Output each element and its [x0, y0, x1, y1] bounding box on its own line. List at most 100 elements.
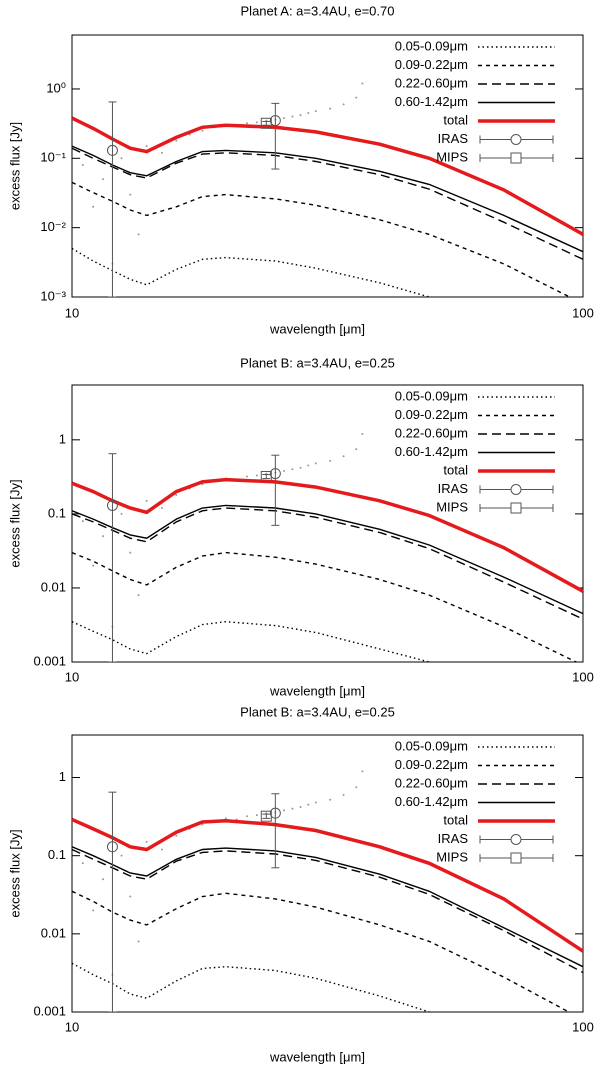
plot-area	[72, 432, 583, 662]
legend-label: 0.22-0.60μm	[395, 425, 468, 440]
spectrum-point	[283, 469, 286, 472]
series-line	[72, 620, 432, 662]
legend-label: total	[443, 812, 468, 827]
marker	[510, 484, 522, 495]
spectrum-point	[283, 117, 286, 120]
y-tick-label: 10⁰	[46, 80, 66, 95]
spectrum-point	[255, 474, 258, 477]
spectrum-point	[120, 512, 123, 515]
series-line	[72, 817, 583, 953]
legend-label: 0.09-0.22μm	[395, 757, 468, 772]
series-line	[72, 181, 572, 297]
legend-label: total	[443, 112, 468, 127]
spectrum-point	[342, 793, 345, 796]
legend-label: 0.60-1.42μm	[395, 444, 468, 459]
spectrum-point	[92, 205, 95, 208]
legend-label: MIPS	[436, 499, 468, 514]
y-axis-label: excess flux [Jy]	[7, 829, 22, 917]
x-tick-label: 100	[572, 669, 594, 684]
y-tick-label: 0.01	[41, 925, 66, 940]
legend-label: 0.05-0.09μm	[395, 738, 468, 753]
plot-frame	[71, 734, 584, 1013]
series-line	[72, 507, 583, 620]
spectrum-point	[361, 82, 364, 85]
spectrum-point	[299, 805, 302, 808]
chart-panel: Planet B: a=3.4AU, e=0.25 wavelength [μm]…	[7, 355, 594, 698]
marker	[260, 117, 272, 129]
series-line	[72, 504, 583, 615]
spectrum-point	[137, 594, 140, 597]
spectrum-point	[245, 475, 248, 478]
marker	[269, 468, 281, 480]
spectrum-point	[160, 848, 163, 851]
chart-title: Planet A: a=3.4AU, e=0.70	[241, 3, 395, 18]
spectrum-point	[160, 507, 163, 510]
series-line	[72, 890, 571, 1012]
spectrum-point	[102, 878, 105, 881]
y-tick-label: 1	[59, 769, 66, 784]
spectrum-point	[291, 468, 294, 471]
marker	[510, 502, 522, 514]
spectrum-point	[307, 112, 310, 115]
spectrum-point	[137, 940, 140, 943]
legend-label: 0.60-1.42μm	[395, 94, 468, 109]
y-tick-label: 0.001	[33, 653, 66, 668]
marker	[260, 810, 272, 822]
x-tick-label: 10	[65, 305, 79, 320]
legend-label: total	[443, 462, 468, 477]
y-tick-label: 10⁻¹	[40, 150, 66, 165]
spectrum-point	[129, 551, 132, 554]
chart-title: Planet B: a=3.4AU, e=0.25	[240, 704, 395, 719]
spectrum-point	[329, 798, 332, 801]
series-line	[72, 551, 578, 662]
spectrum-point	[299, 114, 302, 117]
spectrum-point	[355, 96, 358, 99]
y-axis-label: excess flux [Jy]	[7, 122, 22, 210]
spectrum-point	[299, 466, 302, 469]
x-tick-label: 100	[572, 1019, 594, 1034]
x-tick-label: 100	[572, 305, 594, 320]
series-line	[72, 962, 432, 1012]
spectrum-point	[245, 122, 248, 125]
y-tick-label: 0.001	[33, 1003, 66, 1018]
spectrum-point	[81, 164, 84, 167]
spectrum-point	[361, 432, 364, 435]
y-tick-label: 0.1	[48, 847, 66, 862]
series-line	[72, 116, 583, 236]
spectrum-point	[175, 834, 178, 837]
series-line	[72, 477, 583, 593]
spectrum-point	[307, 464, 310, 467]
legend-label: IRAS	[438, 831, 469, 846]
marker	[510, 834, 522, 845]
legend-label: IRAS	[438, 131, 469, 146]
spectrum-point	[329, 107, 332, 110]
spectrum-point	[255, 814, 258, 817]
marker	[510, 152, 522, 164]
legend-label: 0.60-1.42μm	[395, 794, 468, 809]
spectrum-point	[329, 459, 332, 462]
marker	[269, 115, 281, 127]
spectrum-point	[92, 909, 95, 912]
legend-label: 0.09-0.22μm	[395, 57, 468, 72]
spectrum-point	[92, 564, 95, 567]
chart-panel: Planet A: a=3.4AU, e=0.70 wavelength [μm]…	[7, 3, 594, 336]
spectrum-point	[120, 157, 123, 160]
plot-frame	[71, 34, 584, 298]
series-line	[72, 147, 583, 260]
spectrum-point	[129, 895, 132, 898]
x-tick-label: 10	[65, 1019, 79, 1034]
spectrum-point	[81, 862, 84, 865]
legend-label: IRAS	[438, 481, 469, 496]
spectrum-point	[145, 145, 148, 148]
marker	[106, 841, 118, 853]
spectrum-point	[224, 817, 227, 820]
plot-area	[72, 770, 583, 1012]
spectrum-point	[283, 809, 286, 812]
spectrum-point	[245, 815, 248, 818]
marker	[260, 470, 272, 482]
legend-label: MIPS	[436, 149, 468, 164]
spectrum-point	[145, 499, 148, 502]
legend-label: 0.09-0.22μm	[395, 407, 468, 422]
spectrum-point	[342, 455, 345, 458]
